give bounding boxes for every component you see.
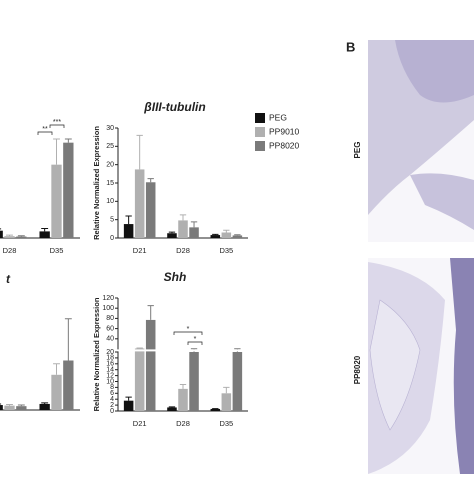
bar — [0, 231, 3, 238]
bar — [178, 220, 188, 238]
bar — [135, 169, 145, 238]
x-tick-label: D35 — [50, 246, 64, 255]
y-tick-label: 80 — [106, 315, 114, 322]
bar — [63, 143, 73, 238]
bar — [39, 231, 49, 238]
bar — [146, 320, 156, 411]
x-tick-label: D28 — [176, 419, 190, 428]
chart-title: Shh — [164, 270, 187, 284]
bar — [39, 404, 49, 410]
legend-swatch — [255, 113, 265, 123]
legend-swatch — [255, 127, 265, 137]
y-tick-label: 25 — [106, 143, 114, 150]
bar — [222, 393, 232, 411]
bar — [222, 233, 232, 239]
bar — [178, 389, 188, 411]
histology-image — [368, 40, 474, 242]
y-tick-label: 40 — [106, 336, 114, 343]
y-tick-label: 0 — [110, 235, 114, 242]
image-label: PEG — [353, 142, 362, 159]
chart-title: βIII-tubulin — [143, 100, 205, 114]
bar — [167, 407, 177, 411]
bar — [124, 401, 134, 411]
legend-label: PP8020 — [269, 140, 300, 150]
x-tick-label: D35 — [219, 246, 233, 255]
y-tick-label: 100 — [102, 305, 114, 312]
x-tick-label: D28 — [3, 246, 17, 255]
y-tick-label: 5 — [110, 217, 114, 224]
bar — [233, 352, 243, 411]
significance-label: * — [187, 326, 190, 333]
y-axis-label: Relative Normalized Expression — [92, 126, 101, 240]
axis-break — [114, 349, 252, 351]
bar — [63, 361, 73, 411]
y-tick-label: 120 — [102, 295, 114, 302]
bar — [4, 406, 14, 410]
image-label: PP8020 — [353, 355, 362, 384]
y-tick-label: 10 — [106, 198, 114, 205]
error-bar — [136, 348, 142, 349]
y-axis-label: Relative Normalized Expression — [92, 297, 101, 411]
bar — [135, 348, 145, 411]
bar — [233, 235, 243, 238]
bar — [0, 405, 3, 410]
significance-label: ** — [42, 126, 48, 133]
bar — [16, 237, 26, 238]
y-tick-label: 20 — [106, 162, 114, 169]
bar — [189, 352, 199, 411]
x-tick-label: D28 — [176, 246, 190, 255]
legend-label: PP9010 — [269, 126, 300, 136]
histology-image — [368, 258, 474, 474]
bar — [51, 375, 61, 410]
y-tick-label: 15 — [106, 180, 114, 187]
legend-label: PEG — [269, 112, 287, 122]
x-tick-label: D35 — [219, 419, 233, 428]
y-tick-label: 60 — [106, 325, 114, 332]
bar — [51, 165, 61, 238]
bar — [146, 182, 156, 238]
legend-swatch — [255, 141, 265, 151]
x-tick-label: D21 — [133, 246, 147, 255]
bar — [4, 236, 14, 238]
bar — [189, 227, 199, 238]
bar — [211, 409, 221, 411]
y-tick-label: 30 — [106, 125, 114, 132]
bar — [211, 235, 221, 238]
significance-label: *** — [53, 119, 61, 126]
x-tick-label: D21 — [133, 419, 147, 428]
bar — [167, 233, 177, 238]
bar — [124, 224, 134, 238]
panel-label: B — [346, 39, 355, 54]
y-tick-label: 20 — [106, 349, 114, 356]
bar — [16, 406, 26, 410]
significance-label: * — [194, 336, 197, 343]
